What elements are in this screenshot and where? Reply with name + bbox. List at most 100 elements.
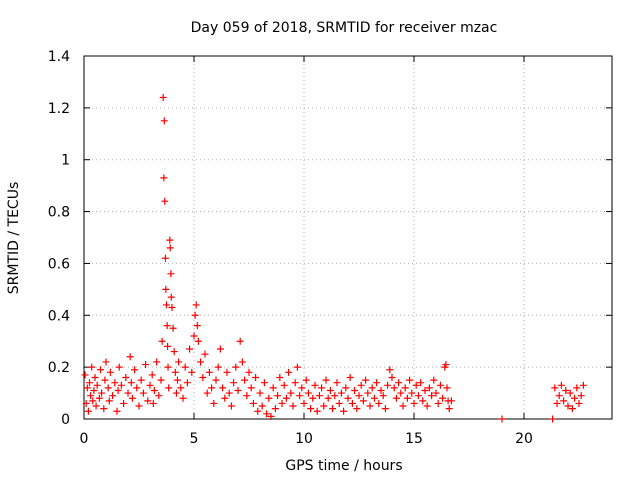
- data-point: [162, 285, 170, 293]
- data-point: [133, 384, 141, 392]
- data-point: [309, 394, 317, 402]
- data-point: [331, 392, 339, 400]
- data-point: [557, 381, 565, 389]
- data-point: [203, 389, 211, 397]
- data-point: [149, 399, 157, 407]
- data-point: [280, 381, 288, 389]
- data-point: [249, 399, 257, 407]
- data-point: [117, 381, 125, 389]
- data-point: [157, 376, 165, 384]
- data-point: [84, 407, 92, 415]
- data-point: [395, 379, 403, 387]
- data-point: [353, 405, 361, 413]
- data-point: [397, 389, 405, 397]
- data-point: [364, 389, 372, 397]
- data-point: [326, 386, 334, 394]
- y-axis-label: SRMTID / TECUs: [6, 182, 22, 295]
- data-point: [307, 405, 315, 413]
- data-point: [434, 399, 442, 407]
- data-point: [419, 397, 427, 405]
- data-point: [106, 368, 114, 376]
- data-point: [384, 381, 392, 389]
- data-point: [329, 405, 337, 413]
- data-point: [293, 363, 301, 371]
- data-point: [560, 397, 568, 405]
- data-point: [81, 371, 89, 379]
- data-point: [163, 322, 171, 330]
- data-point: [105, 397, 113, 405]
- data-point: [366, 402, 374, 410]
- data-point: [161, 197, 169, 205]
- y-tick-label: 1.2: [48, 101, 70, 117]
- data-point: [236, 337, 244, 345]
- data-point: [344, 394, 352, 402]
- data-point: [443, 384, 451, 392]
- data-point: [362, 376, 370, 384]
- x-tick-label: 0: [80, 431, 89, 447]
- data-point: [392, 394, 400, 402]
- data-point: [342, 384, 350, 392]
- data-point: [144, 397, 152, 405]
- data-point: [174, 376, 181, 384]
- data-point: [161, 254, 169, 262]
- data-point: [401, 384, 409, 392]
- data-point: [436, 381, 444, 389]
- data-point: [171, 368, 179, 376]
- data-point: [406, 376, 414, 384]
- data-point: [216, 345, 224, 353]
- data-point: [163, 301, 170, 309]
- data-point: [269, 384, 277, 392]
- data-point: [111, 379, 119, 387]
- data-point: [265, 394, 273, 402]
- data-point: [291, 379, 299, 387]
- data-point: [412, 381, 420, 389]
- data-point: [127, 379, 135, 387]
- data-point: [193, 322, 201, 330]
- data-point: [267, 412, 275, 420]
- data-point: [282, 394, 290, 402]
- data-point: [199, 374, 207, 382]
- data-point: [104, 384, 112, 392]
- data-point: [148, 371, 156, 379]
- data-point: [300, 399, 308, 407]
- data-point: [296, 392, 304, 400]
- data-point: [555, 392, 563, 400]
- data-point: [190, 332, 198, 340]
- data-point: [158, 337, 166, 345]
- data-point: [399, 402, 407, 410]
- data-point: [159, 93, 167, 101]
- data-point: [137, 376, 145, 384]
- data-point: [92, 402, 100, 410]
- data-point: [315, 392, 323, 400]
- data-point: [188, 368, 196, 376]
- data-point: [120, 399, 128, 407]
- data-point: [169, 324, 177, 332]
- data-point: [109, 392, 117, 400]
- data-point: [245, 368, 253, 376]
- data-point: [348, 399, 356, 407]
- data-point: [167, 293, 175, 301]
- data-point: [370, 394, 378, 402]
- data-point: [95, 394, 103, 402]
- data-point: [201, 350, 209, 358]
- data-point: [351, 386, 359, 394]
- data-point: [82, 399, 90, 407]
- data-point: [335, 399, 343, 407]
- x-tick-label: 10: [295, 431, 313, 447]
- data-point: [423, 402, 431, 410]
- data-point: [212, 376, 220, 384]
- data-point: [214, 363, 222, 371]
- data-point: [377, 386, 385, 394]
- data-point: [568, 405, 576, 413]
- data-point: [562, 386, 570, 394]
- data-points: [81, 93, 587, 423]
- data-point: [258, 402, 266, 410]
- data-point: [166, 244, 174, 252]
- data-point: [164, 363, 172, 371]
- data-point: [97, 366, 104, 374]
- data-point: [575, 399, 583, 407]
- data-point: [442, 361, 450, 369]
- data-point: [340, 407, 348, 415]
- data-point: [221, 394, 229, 402]
- data-point: [577, 392, 585, 400]
